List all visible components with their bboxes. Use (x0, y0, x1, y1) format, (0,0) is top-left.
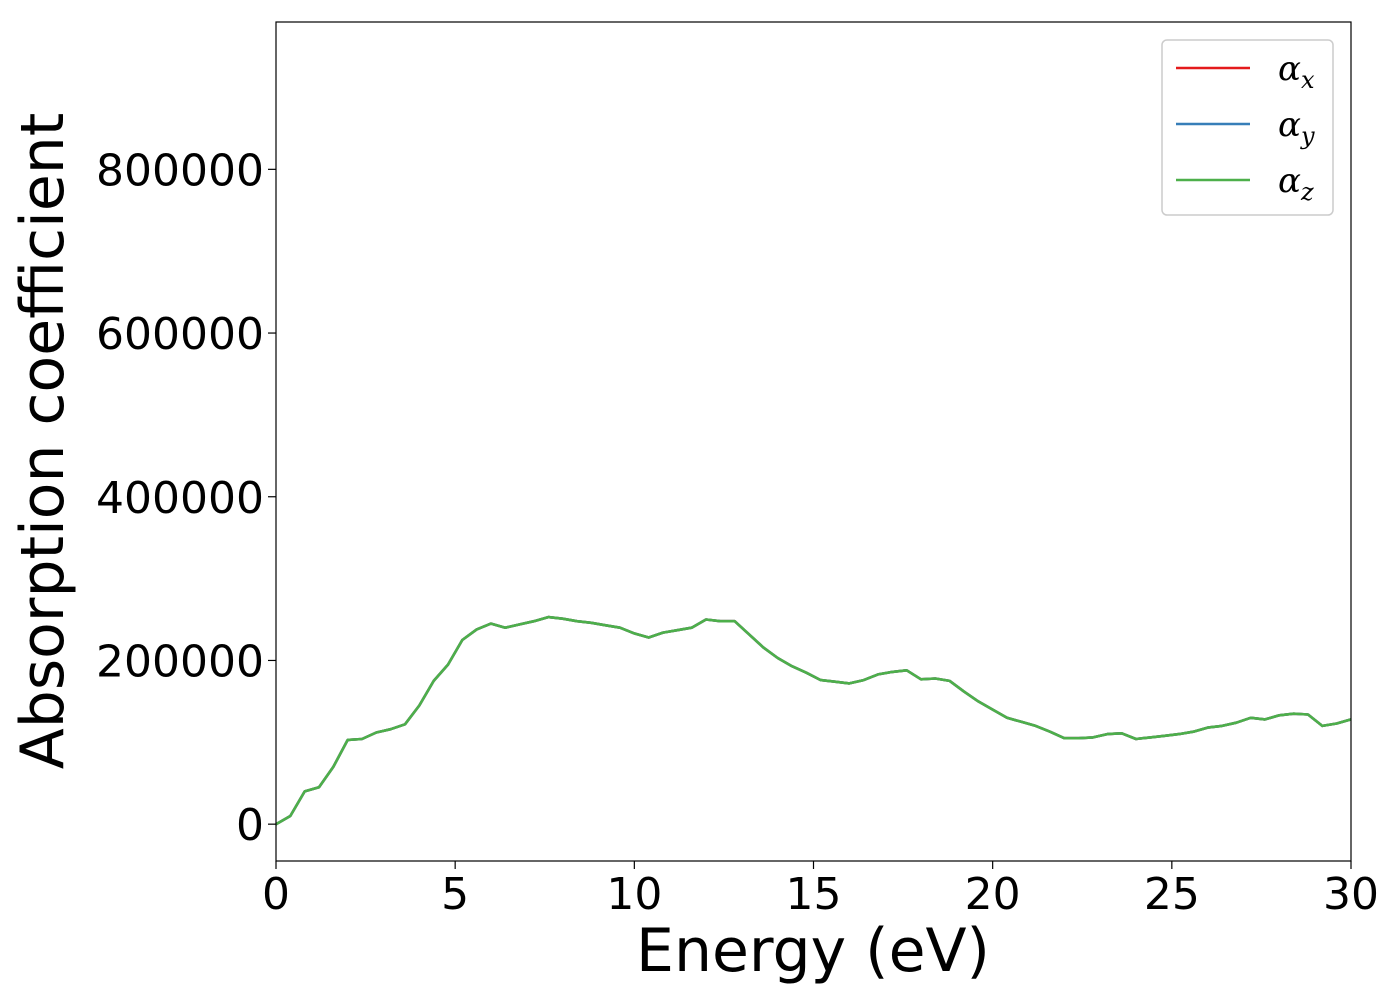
y-axis-title: Absorption coefficient (8, 113, 78, 770)
x-axis-ticks: 0 5 10 15 20 25 30 (262, 861, 1379, 920)
legend-label: αy (1278, 105, 1315, 150)
series-line-3 (275, 615, 1352, 826)
x-axis-title: Energy (eV) (636, 916, 990, 986)
legend: αx αy αz (1161, 39, 1334, 216)
x-tick-label: 25 (1144, 869, 1200, 920)
plot-lines (275, 615, 1352, 826)
x-tick-label: 30 (1323, 869, 1379, 920)
x-tick-label: 5 (441, 869, 469, 920)
series-line-1 (275, 615, 1352, 826)
legend-label: αz (1278, 161, 1314, 206)
y-tick-label: 0 (236, 800, 264, 851)
x-tick-label: 10 (606, 869, 662, 920)
y-tick-label: 800000 (96, 145, 264, 196)
x-tick-label: 15 (786, 869, 842, 920)
legend-entries: αx αy αz (1176, 49, 1315, 206)
y-axis-ticks: 0 200000 400000 600000 800000 (96, 145, 276, 851)
x-tick-label: 0 (262, 869, 290, 920)
x-tick-label: 20 (965, 869, 1021, 920)
y-tick-label: 200000 (96, 636, 264, 687)
series-line-2 (275, 615, 1352, 826)
legend-box (1161, 39, 1334, 216)
y-tick-label: 600000 (96, 309, 264, 360)
y-tick-label: 400000 (96, 473, 264, 524)
legend-label: αx (1278, 49, 1315, 94)
